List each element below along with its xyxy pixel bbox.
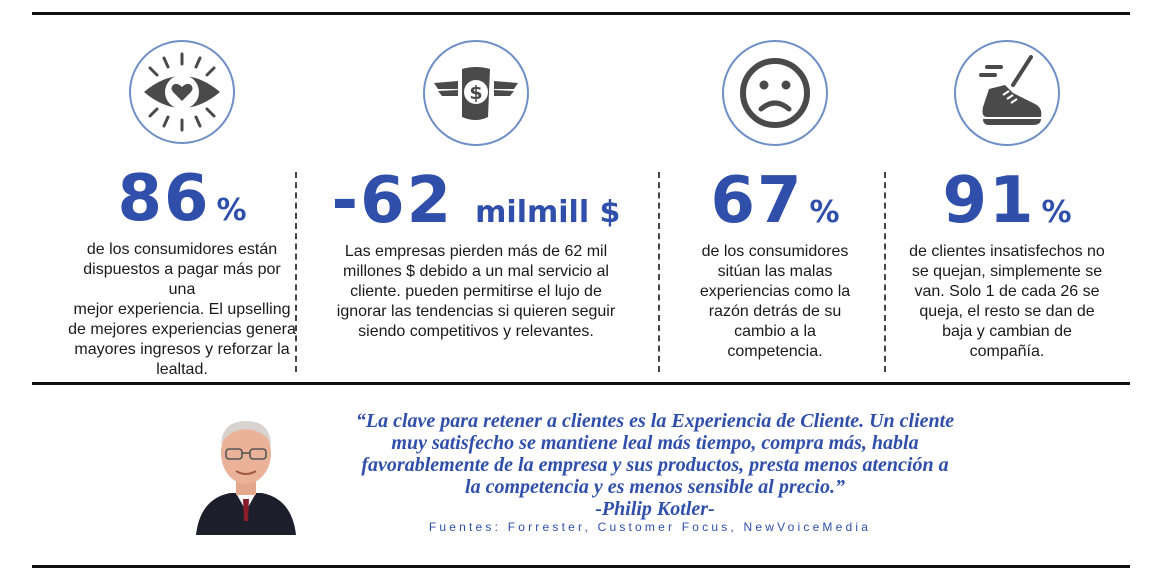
stat-icon-ring	[129, 40, 235, 144]
description-line: de clientes insatisfechos no	[909, 243, 1105, 260]
stat-block-churn: 91 % de clientes insatisfechos no se que…	[894, 40, 1120, 380]
description-line: competencia.	[727, 343, 823, 360]
bottom-rule	[32, 565, 1130, 568]
description-line: lealtad.	[156, 361, 208, 378]
stat-unit: %	[216, 193, 247, 228]
stat-value: 67	[710, 164, 804, 238]
running-shoe-icon	[979, 55, 1042, 125]
description-line: de mejores experiencias genera	[68, 321, 296, 338]
stat-unit: %	[1041, 195, 1072, 230]
top-rule	[32, 12, 1130, 15]
stat-figure: 86 %	[117, 166, 246, 232]
description-line: cliente. pueden permitirse el lujo de	[350, 283, 602, 300]
quote-line: favorablemente de la empresa y sus produ…	[361, 454, 949, 476]
description-line: mayores ingresos y reforzar la	[74, 341, 290, 358]
description-line: razón detrás de su	[708, 303, 842, 320]
stat-unit: milmill $	[475, 195, 621, 230]
winged-money-icon: $	[434, 67, 518, 120]
quote-text: “La clave para retener a clientes es la …	[315, 410, 995, 520]
dashed-divider	[295, 172, 297, 372]
stat-icon-ring	[722, 40, 828, 146]
dashed-divider	[658, 172, 660, 372]
stat-description: de clientes insatisfechos no se quejan, …	[909, 242, 1105, 362]
stat-icon-ring	[954, 40, 1060, 146]
stat-value: 86	[117, 162, 211, 236]
stat-value: 91	[942, 164, 1036, 238]
stat-value: -62	[331, 164, 454, 238]
description-line: van. Solo 1 de cada 26 se	[914, 283, 1100, 300]
stat-unit: %	[809, 195, 840, 230]
description-line: se quejan, simplemente se	[911, 263, 1103, 280]
description-line: experiencias como la	[699, 283, 851, 300]
stat-block-switching: 67 % de los consumidores sitúan las mala…	[668, 40, 882, 380]
description-line: dispuestos a pagar más por una	[83, 261, 281, 298]
stat-icon-ring: $	[423, 40, 529, 146]
description-line: millones $ debido a un mal servicio al	[343, 263, 609, 280]
description-line: compañía.	[969, 343, 1045, 360]
svg-text:$: $	[469, 82, 482, 104]
quote-line: muy satisfecho se mantiene leal más tiem…	[391, 432, 919, 454]
sad-face-icon	[740, 58, 810, 128]
description-line: sitúan las malas	[717, 263, 833, 280]
stat-figure: 67 %	[710, 168, 839, 234]
description-line: queja, el resto se dan de	[919, 303, 1095, 320]
description-line: ignorar las tendencias si quieren seguir	[336, 303, 616, 320]
dashed-divider	[884, 172, 886, 372]
description-line: mejor experiencia. El upselling	[73, 301, 291, 318]
description-line: de los consumidores	[701, 243, 849, 260]
stat-description: Las empresas pierden más de 62 mil millo…	[337, 242, 615, 342]
quote-line: la competencia y es menos sensible al pr…	[465, 476, 845, 498]
author-portrait	[196, 421, 296, 535]
stat-description: de los consumidores sitúan las malas exp…	[700, 242, 850, 362]
description-line: cambio a la	[734, 323, 816, 340]
quote-author: -Philip Kotler-	[595, 498, 715, 520]
description-line: siendo competitivos y relevantes.	[358, 323, 594, 340]
heart-eye-icon	[144, 52, 220, 132]
stat-block-loyalty: 86 % de los consumidores están dispuesto…	[68, 40, 296, 380]
stat-description: de los consumidores están dispuestos a p…	[68, 240, 296, 380]
stat-figure: 91 %	[942, 168, 1071, 234]
description-line: Las empresas pierden más de 62 mil	[344, 243, 608, 260]
quote-line: “La clave para retener a clientes es la …	[355, 410, 955, 432]
stat-block-losses: $ -62 milmill $ Las empresas pierden más…	[306, 40, 646, 380]
description-line: baja y cambian de	[942, 323, 1072, 340]
description-line: de los consumidores están	[86, 241, 278, 258]
middle-rule	[32, 382, 1130, 385]
sources-line: Fuentes: Forrester, Customer Focus, NewV…	[428, 520, 872, 534]
stat-figure: -62 milmill $	[332, 168, 621, 234]
